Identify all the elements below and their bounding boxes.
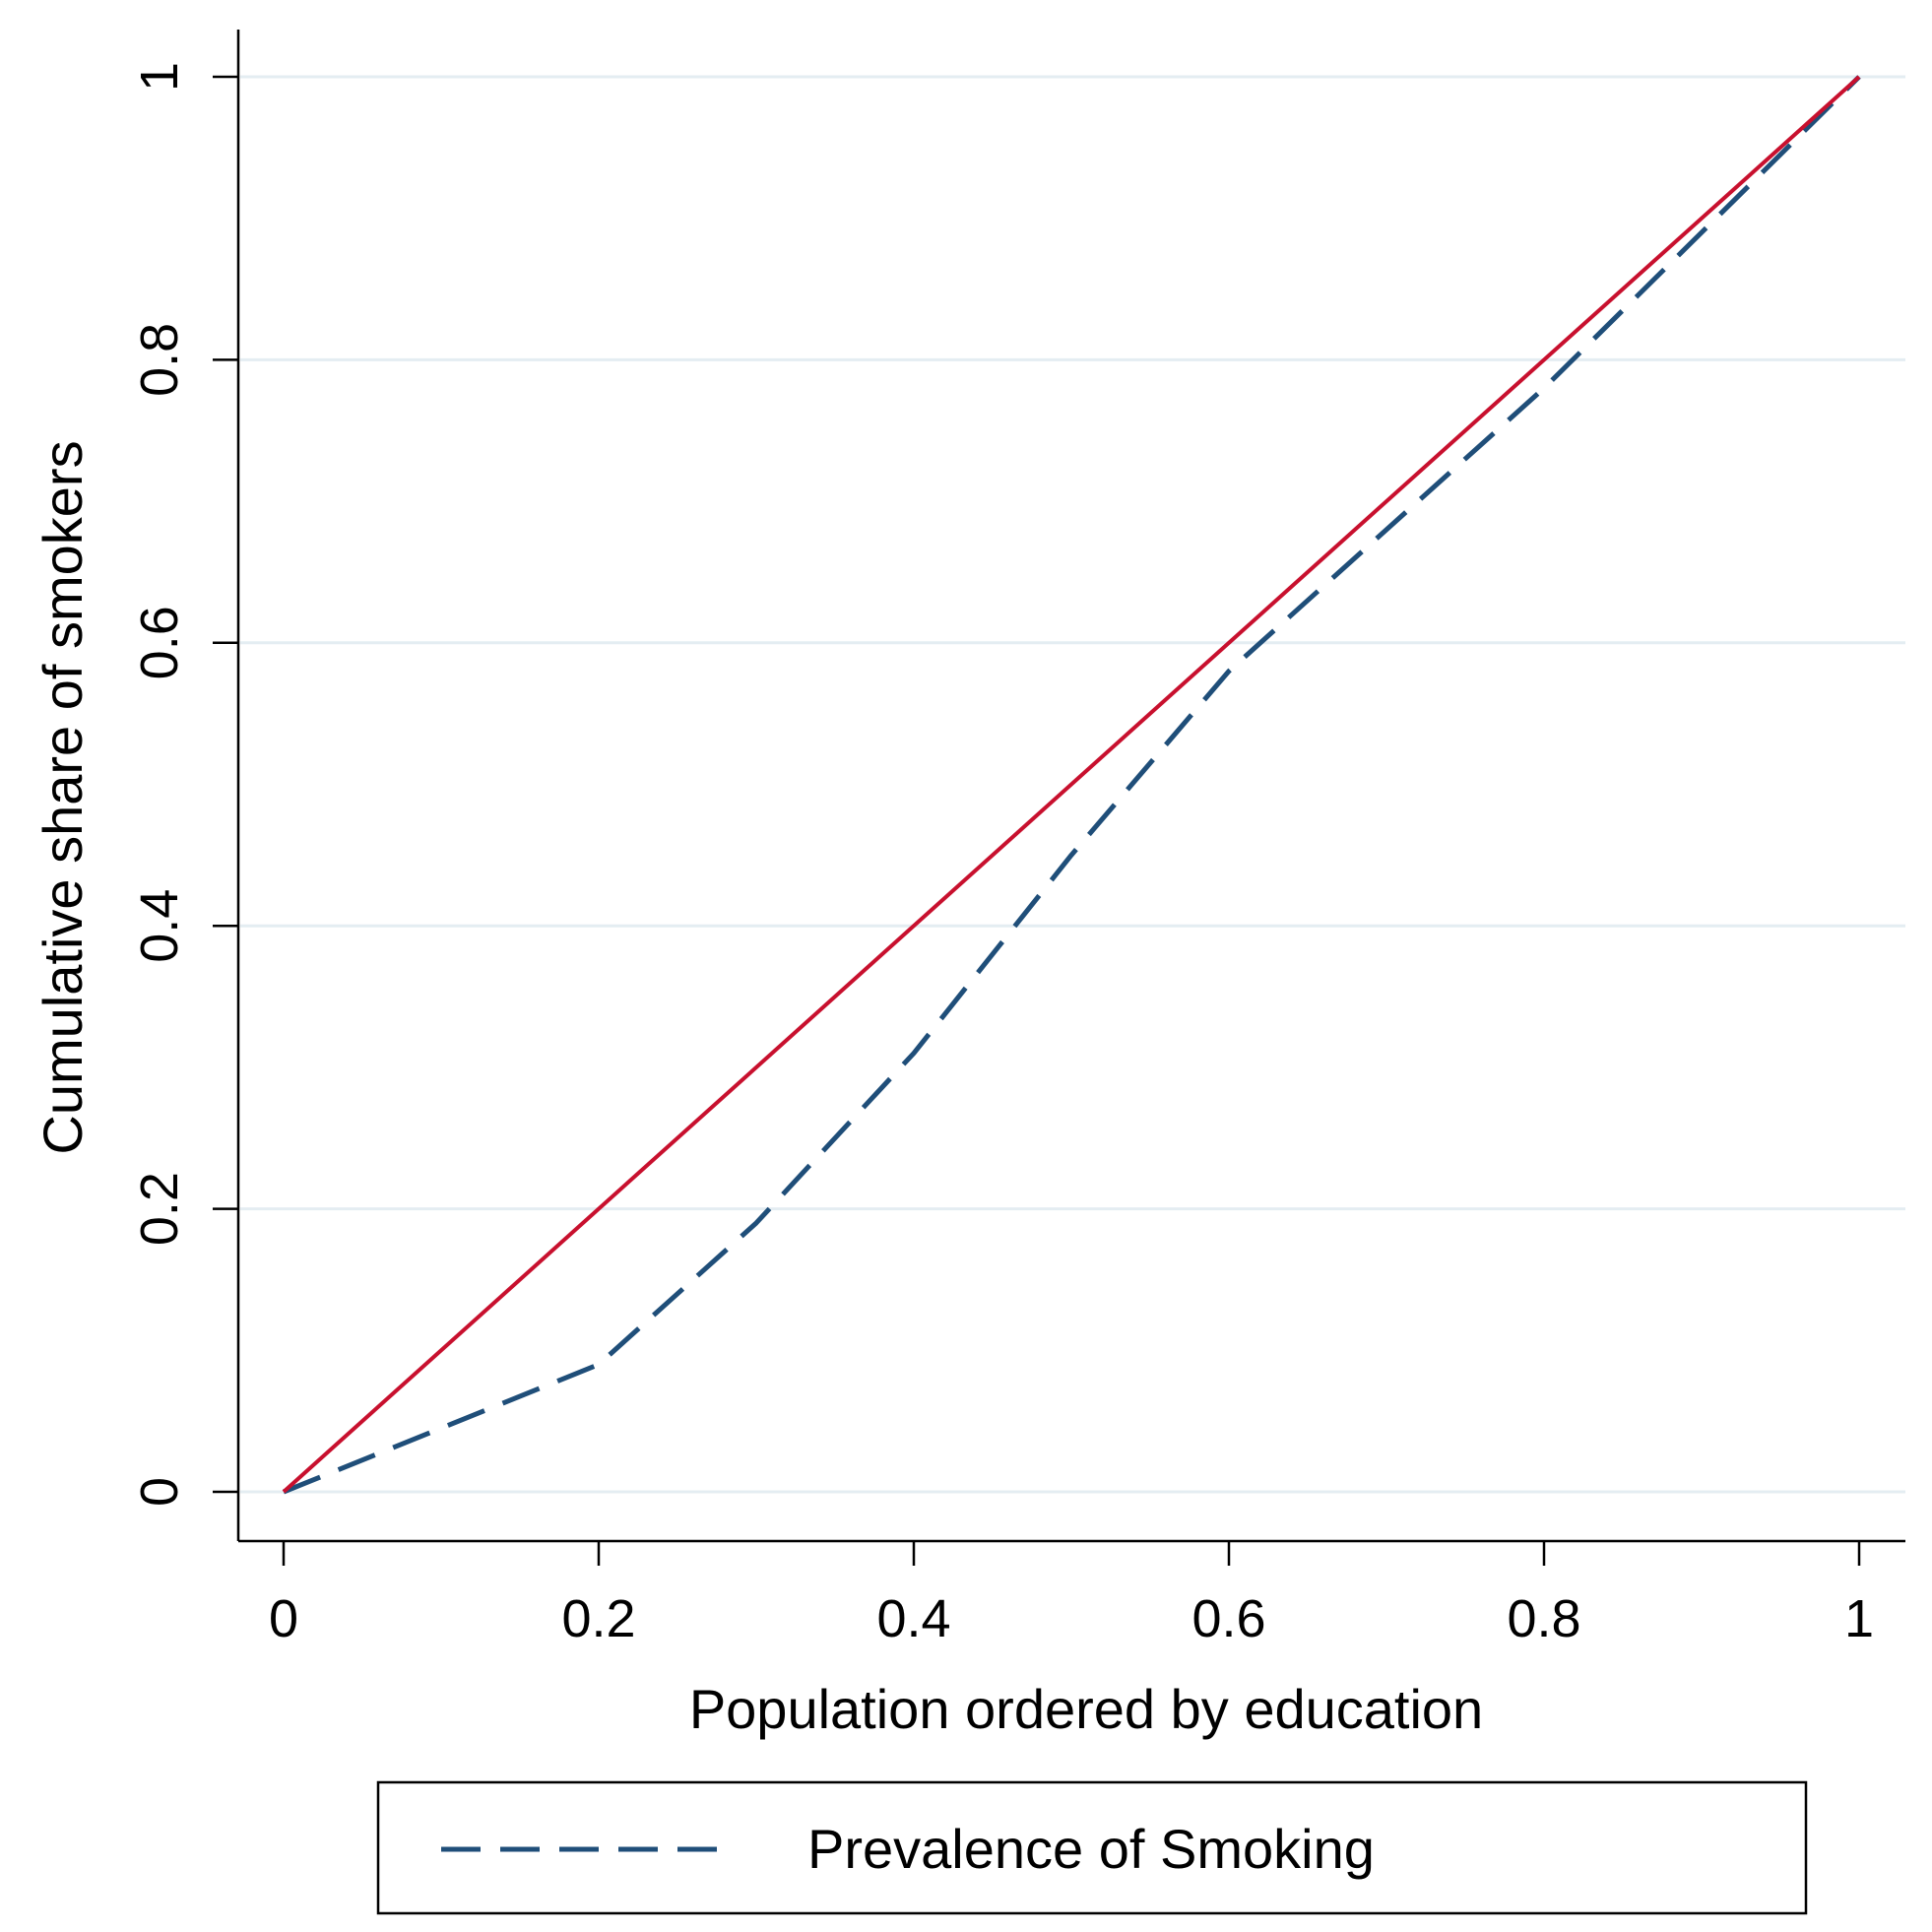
x-tick-label: 0 (269, 1589, 298, 1648)
y-tick-label: 0 (130, 1477, 189, 1507)
axes (236, 30, 1905, 1543)
x-tick-label: 0.2 (561, 1589, 635, 1648)
y-tick-label: 0.2 (130, 1172, 189, 1246)
legend-label-prevalence-of-smoking: Prevalence of Smoking (807, 1818, 1375, 1880)
y-tick-label: 0.8 (130, 323, 189, 397)
x-tick-label: 1 (1844, 1589, 1874, 1648)
series-line-prevalence-of-smoking (283, 75, 1861, 1495)
grid-lines (240, 75, 1905, 1494)
series (282, 75, 1861, 1495)
legend: Prevalence of Smoking (376, 1780, 1808, 1915)
y-tick-label: 1 (130, 62, 189, 92)
y-tick-label: 0.4 (130, 889, 189, 963)
y-tick-label: 0.6 (130, 606, 189, 679)
x-tick-label: 0.8 (1507, 1589, 1580, 1648)
x-tick-label: 0.6 (1191, 1589, 1265, 1648)
series-line-equality-line (282, 75, 1861, 1494)
x-axis-label: Population ordered by education (689, 1678, 1483, 1740)
y-axis-label: Cumulative share of smokers (32, 440, 94, 1154)
x-tick-label: 0.4 (876, 1589, 950, 1648)
ticks: 0 0.2 0.4 0.6 0.8 1 0 0.2 0.4 0.6 0.8 1 (130, 62, 1874, 1648)
legend-box (376, 1780, 1808, 1915)
